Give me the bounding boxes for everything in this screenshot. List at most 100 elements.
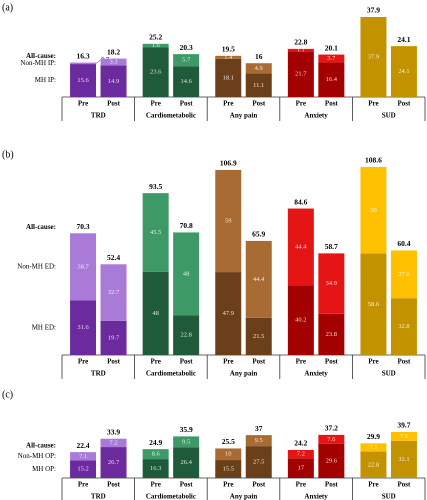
category-label: Post: [180, 358, 194, 366]
category-label: Pre: [368, 358, 378, 366]
segment-label: 38.7: [77, 263, 89, 270]
segment-label: 18.1: [223, 74, 234, 81]
segment-label: 27.5: [253, 459, 264, 466]
bar-segment: [100, 438, 127, 448]
bar-segment: [70, 460, 97, 478]
total-label: 25.2: [149, 33, 162, 42]
bar-segment: [287, 208, 314, 286]
segment-label: 24.1: [398, 68, 409, 75]
segment-label: 37.9: [368, 53, 379, 60]
segment-label: 48: [152, 310, 159, 317]
segment-label: 8.6: [152, 451, 161, 458]
bar-segment: [142, 271, 169, 355]
bar-segment: [142, 43, 169, 48]
segment-label: 32.8: [398, 323, 409, 330]
total-label: 60.4: [397, 239, 410, 248]
segment-label: 19.7: [108, 334, 120, 341]
bar-segment: [318, 313, 345, 355]
category-label: Pre: [296, 100, 306, 108]
segment-label: 10: [225, 451, 232, 458]
segment-label: 3.7: [327, 55, 336, 62]
total-label: 24.2: [294, 439, 307, 448]
total-label: 106.9: [220, 159, 237, 168]
total-label: 16.3: [76, 51, 89, 60]
bar-segment: [318, 253, 345, 314]
group-label: TRD: [91, 493, 106, 500]
total-label: 37.9: [367, 6, 380, 15]
segment-label: 26.7: [108, 459, 120, 466]
segment-label: 14.6: [180, 78, 192, 85]
segment-label: 1.1: [297, 47, 305, 54]
total-label: 84.6: [294, 197, 307, 206]
category-label: Post: [398, 100, 412, 108]
segment-label: 14.9: [108, 78, 119, 85]
bar-segment: [245, 435, 272, 447]
total-label: 65.9: [252, 230, 265, 239]
category-label: Pre: [150, 481, 160, 489]
total-label: 20.1: [325, 43, 338, 52]
category-label: Post: [325, 100, 339, 108]
group-label: Cardiometabolic: [146, 112, 196, 120]
group-label: Anxiety: [304, 370, 328, 378]
bar-segment: [173, 315, 200, 355]
row-label: All-cause:: [26, 442, 56, 450]
category-label: Post: [107, 358, 121, 366]
segment-label: 40.2: [295, 317, 306, 324]
bar-segment: [215, 272, 242, 355]
segment-label: 7.2: [109, 439, 117, 446]
row-label: Non-MH IP:: [20, 59, 56, 67]
bar-segment: [215, 448, 242, 461]
segment-label: 34.9: [326, 280, 337, 287]
category-label: Pre: [78, 481, 88, 489]
group-label: TRD: [91, 112, 106, 120]
segment-label: 48: [183, 270, 190, 277]
group-label: Cardiometabolic: [146, 370, 196, 378]
bar-segment: [390, 432, 417, 441]
bar-segment: [215, 169, 242, 273]
bar-segment: [100, 65, 127, 97]
row-label: All-cause:: [26, 223, 56, 231]
total-label: 18.2: [107, 47, 120, 56]
group-label: Cardiometabolic: [146, 493, 196, 500]
segment-label: 7.1: [369, 444, 377, 451]
total-label: 24.1: [397, 35, 410, 44]
bar-segment: [70, 233, 97, 301]
segment-label: 7.1: [79, 453, 87, 460]
total-label: 29.9: [367, 432, 380, 441]
bar-segment: [173, 54, 200, 67]
bar-segment: [173, 232, 200, 316]
category-label: Post: [252, 481, 266, 489]
total-label: 58.7: [325, 242, 338, 251]
category-label: Post: [180, 100, 194, 108]
total-label: 70.3: [76, 222, 89, 231]
bar-segment: [318, 443, 345, 478]
bar-segment: [318, 434, 345, 444]
panel-label: (b): [2, 149, 14, 160]
segment-label: 15.2: [77, 466, 88, 473]
bar-segment: [142, 47, 169, 97]
group-label: Any pain: [230, 493, 258, 500]
bar-segment: [360, 443, 387, 452]
segment-label: 5.7: [182, 57, 191, 64]
segment-label: 15.5: [223, 466, 234, 473]
total-label: 22.8: [294, 38, 307, 47]
bar-segment: [287, 48, 314, 52]
bar-segment: [390, 250, 417, 299]
segment-label: 47.9: [223, 310, 234, 317]
segment-label: 23.8: [326, 331, 337, 338]
category-label: Pre: [78, 100, 88, 108]
total-label: 37: [255, 424, 263, 433]
bar-segment: [245, 63, 272, 74]
bar-segment: [318, 54, 345, 63]
total-label: 93.5: [149, 182, 162, 191]
bar-segment: [70, 300, 97, 355]
group-label: SUD: [382, 493, 396, 500]
category-label: Pre: [150, 100, 160, 108]
category-label: Post: [325, 358, 339, 366]
group-label: SUD: [382, 112, 396, 120]
bar-segment: [245, 317, 272, 355]
segment-label: 22.8: [180, 332, 191, 339]
bar-segment: [70, 62, 97, 65]
bar-segment: [142, 193, 169, 272]
